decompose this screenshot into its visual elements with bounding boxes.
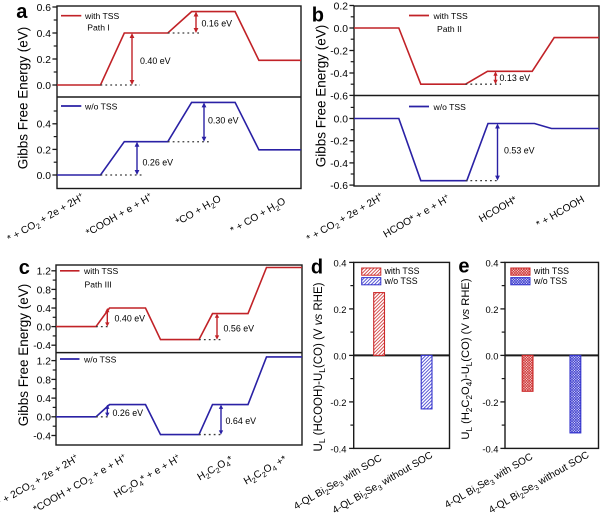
svg-text:with TSS: with TSS [533, 266, 569, 276]
svg-text:0.0: 0.0 [37, 81, 52, 92]
svg-text:e: e [458, 255, 469, 277]
svg-text:with TSS: with TSS [384, 266, 420, 276]
svg-text:0.2: 0.2 [37, 145, 52, 156]
svg-text:-0.2: -0.2 [330, 46, 348, 57]
svg-text:0.6: 0.6 [37, 3, 52, 14]
svg-text:w/o TSS: w/o TSS [84, 101, 118, 111]
svg-text:-0.6: -0.6 [330, 91, 348, 102]
svg-text:0.64 eV: 0.64 eV [226, 416, 257, 426]
svg-text:UL​ (HCOOH)-UL​(CO) (V vs RHE): UL​ (HCOOH)-UL​(CO) (V vs RHE) [313, 282, 327, 451]
svg-text:-0.4: -0.4 [330, 159, 348, 170]
svg-text:UL​ (H2​C2​O4​)-UL​(CO) (V vs: UL​ (H2​C2​O4​)-UL​(CO) (V vs RHE) [460, 278, 474, 439]
svg-text:0.4: 0.4 [37, 120, 52, 131]
svg-text:b: b [312, 4, 324, 26]
svg-text:0.4: 0.4 [485, 257, 498, 268]
svg-text:with TSS: with TSS [84, 11, 119, 21]
svg-text:0.8: 0.8 [37, 375, 52, 386]
svg-text:w/o TSS: w/o TSS [433, 102, 467, 112]
svg-text:1.2: 1.2 [37, 357, 52, 368]
svg-text:-0.2: -0.2 [330, 397, 346, 408]
svg-text:0.2: 0.2 [334, 1, 349, 12]
svg-text:0.4: 0.4 [37, 29, 52, 40]
svg-text:0.40 eV: 0.40 eV [140, 56, 171, 66]
svg-text:-0.4: -0.4 [482, 443, 498, 454]
svg-text:w/o TSS: w/o TSS [384, 276, 418, 286]
svg-text:0.0: 0.0 [334, 24, 349, 35]
svg-text:Path III: Path III [85, 280, 112, 290]
svg-text:0.26 eV: 0.26 eV [113, 408, 144, 418]
svg-text:with TSS: with TSS [83, 266, 118, 276]
svg-text:0.53 eV: 0.53 eV [504, 145, 535, 155]
svg-text:0.16 eV: 0.16 eV [202, 19, 233, 29]
svg-text:d: d [311, 256, 323, 278]
svg-text:0.0: 0.0 [37, 171, 52, 182]
svg-text:-0.4: -0.4 [330, 443, 346, 454]
svg-text:w/o TSS: w/o TSS [533, 276, 567, 286]
svg-text:-0.4: -0.4 [33, 341, 51, 352]
svg-text:0.0: 0.0 [485, 350, 498, 361]
svg-text:-0.6: -0.6 [330, 181, 348, 192]
svg-text:-0.2: -0.2 [330, 137, 348, 148]
svg-text:0.4: 0.4 [37, 304, 52, 315]
svg-text:0.8: 0.8 [37, 285, 52, 296]
svg-text:0.4: 0.4 [37, 394, 52, 405]
svg-text:-0.2: -0.2 [482, 397, 498, 408]
svg-text:a: a [16, 1, 28, 23]
svg-text:1.2: 1.2 [37, 267, 52, 278]
svg-text:0.0: 0.0 [334, 114, 349, 125]
svg-text:0.2: 0.2 [37, 55, 52, 66]
svg-text:H2​C2​O4​ +*: H2​C2​O4​ +* [242, 454, 290, 489]
svg-text:Path II: Path II [437, 24, 462, 34]
svg-text:H2​C2​O4​*: H2​C2​O4​* [196, 454, 236, 484]
svg-text:with TSS: with TSS [433, 11, 468, 21]
svg-text:0.0: 0.0 [333, 350, 346, 361]
svg-text:Gibbs Free Energy (eV): Gibbs Free Energy (eV) [16, 284, 31, 427]
svg-text:-0.4: -0.4 [330, 69, 348, 80]
svg-text:Gibbs Free Energy (eV): Gibbs Free Energy (eV) [314, 25, 329, 168]
svg-text:0.0: 0.0 [37, 413, 52, 424]
svg-text:0.2: 0.2 [333, 304, 346, 315]
svg-text:0.2: 0.2 [485, 304, 498, 315]
svg-text:w/o TSS: w/o TSS [83, 354, 117, 364]
svg-text:0.4: 0.4 [333, 257, 346, 268]
svg-text:c: c [19, 257, 30, 279]
svg-text:0.56 eV: 0.56 eV [224, 324, 255, 334]
svg-text:0.30 eV: 0.30 eV [208, 116, 239, 126]
svg-text:0.40 eV: 0.40 eV [115, 314, 146, 324]
svg-text:Gibbs Free Energy (eV): Gibbs Free Energy (eV) [16, 27, 31, 170]
svg-text:0.26 eV: 0.26 eV [143, 158, 174, 168]
svg-text:Path I: Path I [87, 23, 109, 33]
svg-text:0.13 eV: 0.13 eV [500, 73, 531, 83]
svg-text:-0.4: -0.4 [33, 431, 51, 442]
svg-text:0.0: 0.0 [37, 323, 52, 334]
